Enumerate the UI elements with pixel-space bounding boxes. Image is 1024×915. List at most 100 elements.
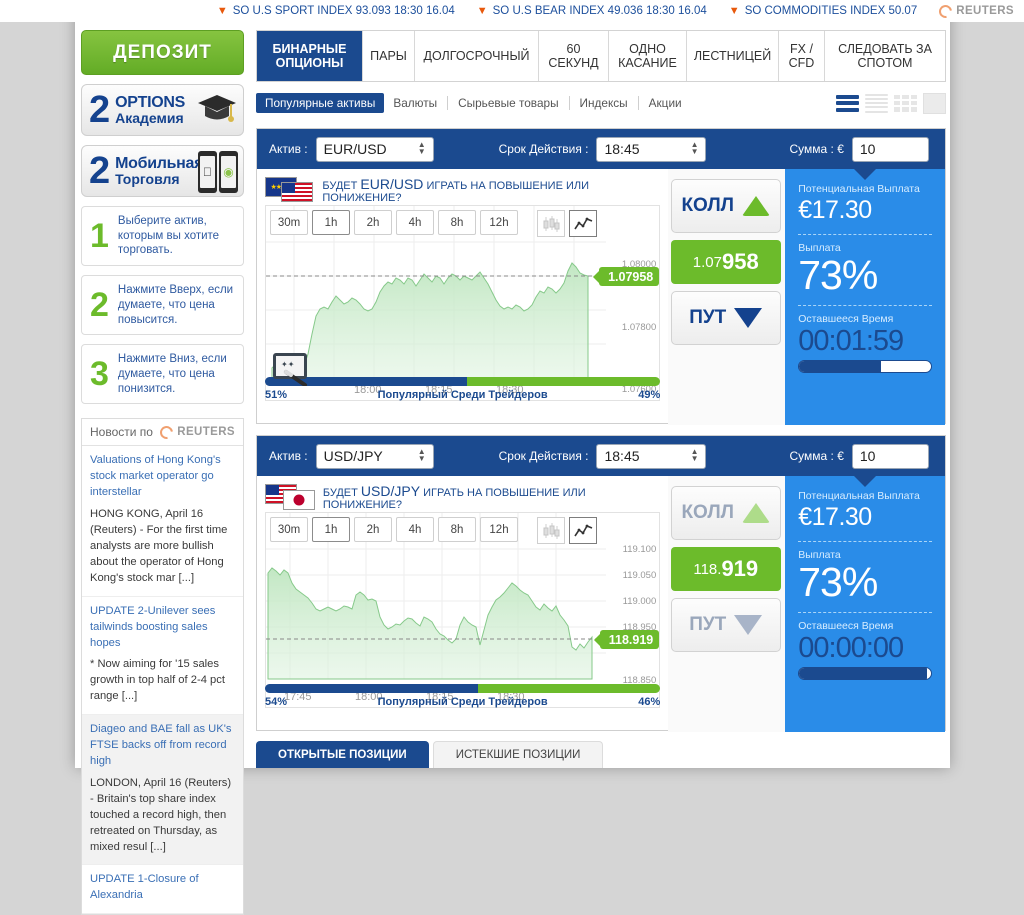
down-arrow-icon: ▼	[216, 4, 228, 17]
timeframe-12h[interactable]: 12h	[480, 517, 518, 542]
deposit-button[interactable]: ДЕПОЗИТ	[81, 30, 244, 75]
flag-pair-us-jp	[265, 484, 316, 510]
y-axis: 1.08000 1.07800 1.07600	[603, 206, 659, 400]
timeframe-1h[interactable]: 1h	[312, 517, 350, 542]
candlestick-chart-icon[interactable]	[537, 517, 566, 544]
put-button[interactable]: ПУТ	[670, 598, 781, 652]
sidebar: ДЕПОЗИТ 2 OPTIONS Академия 2 Мобильная Т…	[75, 30, 250, 915]
timeframe-2h[interactable]: 2h	[354, 210, 392, 235]
timeframe-1h[interactable]: 1h	[312, 210, 350, 235]
price-chart-eurusd[interactable]: 30m 1h 2h 4h 8h 12h	[265, 205, 661, 401]
tab-longterm[interactable]: ДОЛГОСРОЧНЫЙ	[415, 31, 539, 81]
mobile-phones-icon:  ◉	[198, 151, 238, 193]
asset-select[interactable]: EUR/USD ▲ ▼	[315, 136, 434, 162]
question-suffix: ИГРАТЬ НА ПОВЫШЕНИЕ ИЛИ ПОНИЖЕНИЕ?	[322, 180, 589, 204]
promo-mobile-trading[interactable]: 2 Мобильная Торговля  ◉	[81, 145, 244, 197]
tab-ladder[interactable]: ЛЕСТНИЦЕЙ	[687, 31, 779, 81]
tab-open-positions[interactable]: ОТКРЫТЫЕ ПОЗИЦИИ	[256, 741, 429, 768]
candlestick-chart-icon[interactable]	[537, 210, 566, 237]
rows-view-icon[interactable]	[865, 93, 888, 114]
news-item[interactable]: UPDATE 2-Unilever sees tailwinds boostin…	[82, 597, 243, 716]
amount-label: Сумма : €	[789, 142, 844, 156]
subtab-currencies[interactable]: Валюты	[393, 96, 438, 110]
timeframe-30m[interactable]: 30m	[270, 517, 308, 542]
promo-digit: 2	[89, 88, 111, 131]
timeframe-bar: 30m 1h 2h 4h 8h 12h	[270, 210, 518, 235]
line-chart-icon[interactable]	[569, 517, 598, 544]
x-tick: 18:15	[425, 384, 453, 396]
tab-pairs[interactable]: ПАРЫ	[363, 31, 415, 81]
timeframe-30m[interactable]: 30m	[270, 210, 308, 235]
tab-fx-cfd[interactable]: FX / CFD	[779, 31, 825, 81]
question-text: БУДЕТ EUR/USD ИГРАТЬ НА ПОВЫШЕНИЕ ИЛИ ПО…	[322, 176, 660, 204]
price-chart-usdjpy[interactable]: 30m 1h 2h 4h 8h 12h	[265, 512, 661, 708]
chart-zone: ★★★★ БУДЕТ EUR/USD ИГРАТЬ НА ПОВЫШЕНИЕ И…	[257, 169, 668, 425]
payout-panel: Потенциальная Выплата €17.30 Выплата 73%…	[785, 476, 945, 732]
timeframe-2h[interactable]: 2h	[354, 517, 392, 542]
timeframe-bar: 30m 1h 2h 4h 8h 12h	[270, 517, 518, 542]
current-rate-button[interactable]: 1.07 958	[670, 240, 781, 284]
tab-expired-positions[interactable]: ИСТЕКШИЕ ПОЗИЦИИ	[432, 741, 604, 768]
news-link[interactable]: Valuations of Hong Kong's stock market o…	[90, 454, 221, 499]
timeframe-4h[interactable]: 4h	[396, 210, 434, 235]
question-asset: USD/JPY	[360, 483, 421, 499]
down-arrow-icon: ▼	[476, 4, 488, 17]
graduation-cap-icon	[197, 93, 237, 128]
timeframe-12h[interactable]: 12h	[480, 210, 518, 235]
positions-tabs: ОТКРЫТЫЕ ПОЗИЦИИ ИСТЕКШИЕ ПОЗИЦИИ	[256, 741, 604, 768]
reuters-logo: REUTERS	[936, 1, 1014, 21]
list-view-icon[interactable]	[836, 93, 859, 114]
grid-view-icon[interactable]	[894, 93, 917, 114]
amount-input[interactable]: 10	[851, 443, 929, 469]
ticker-item[interactable]: ▼ SO COMMODITIES INDEX 50.07	[729, 5, 917, 17]
tab-binary-options[interactable]: БИНАРНЫЕ ОПЦИОНЫ	[257, 31, 363, 81]
customize-chart-wand-icon[interactable]: ✦✦	[272, 352, 314, 387]
step-text: Нажмите Вверх, если думаете, что цена по…	[117, 284, 234, 326]
call-button[interactable]: КОЛЛ	[670, 486, 781, 540]
trader-sentiment: 54% Популярный Среди Трейдеров 46%	[265, 684, 661, 708]
news-body: * Now aiming for '15 sales growth in top…	[90, 658, 225, 703]
amount-input[interactable]: 10	[851, 136, 929, 162]
ticker-item[interactable]: ▼ SO U.S BEAR INDEX 49.036 18:30 16.04	[477, 5, 707, 17]
subtab-popular-assets[interactable]: Популярные активы	[256, 93, 385, 113]
tab-follow-spot[interactable]: СЛЕДОВАТЬ ЗА СПОТОМ	[838, 41, 932, 70]
card-body: ★★★★ БУДЕТ EUR/USD ИГРАТЬ НА ПОВЫШЕНИЕ И…	[257, 169, 945, 425]
news-link[interactable]: UPDATE 1-Closure of Alexandria	[90, 873, 199, 902]
rate-large: 958	[721, 249, 759, 274]
tab-one-touch[interactable]: ОДНО КАСАНИЕ	[609, 31, 687, 81]
news-link[interactable]: Diageo and BAE fall as UK's FTSE backs o…	[90, 723, 232, 767]
news-item[interactable]: Valuations of Hong Kong's stock market o…	[82, 446, 243, 597]
time-progress-fill	[799, 668, 928, 680]
subtab-stocks[interactable]: Акции	[648, 96, 682, 110]
single-view-icon[interactable]	[923, 92, 946, 114]
flag-pair-eu-us: ★★★★	[265, 177, 315, 203]
chevron-updown-icon: ▲ ▼	[417, 447, 426, 463]
ticker-item[interactable]: ▼ SO U.S SPORT INDEX 93.093 18:30 16.04	[217, 5, 455, 17]
put-button[interactable]: ПУТ	[670, 291, 781, 345]
expiry-select[interactable]: 18:45 ▲ ▼	[596, 136, 707, 162]
trade-buttons-column: КОЛЛ 118. 919 ПУТ	[668, 476, 786, 732]
current-rate-button[interactable]: 118. 919	[670, 547, 781, 591]
card-header: Актив : USD/JPY ▲ ▼ Срок Действия : 18:45…	[257, 436, 945, 476]
subtab-indices[interactable]: Индексы	[579, 96, 628, 110]
asset-select[interactable]: USD/JPY ▲ ▼	[315, 443, 434, 469]
x-tick: 18:00	[354, 384, 382, 396]
news-item[interactable]: UPDATE 1-Closure of Alexandria	[82, 865, 243, 915]
step-item: 2 Нажмите Вверх, если думаете, что цена …	[81, 275, 244, 336]
subtab-commodities[interactable]: Сырьевые товары	[458, 96, 559, 110]
timeframe-8h[interactable]: 8h	[438, 517, 476, 542]
chart-plot-area	[266, 206, 606, 379]
line-chart-icon[interactable]	[569, 210, 598, 237]
news-link[interactable]: UPDATE 2-Unilever sees tailwinds boostin…	[90, 604, 216, 649]
tab-60-seconds[interactable]: 60 СЕКУНД	[539, 31, 609, 81]
news-header: Новости по REUTERS	[82, 419, 243, 447]
promo-academy[interactable]: 2 OPTIONS Академия	[81, 84, 244, 136]
potential-payout-label: Потенциальная Выплата	[798, 183, 920, 195]
call-button[interactable]: КОЛЛ	[670, 179, 781, 233]
timeframe-4h[interactable]: 4h	[396, 517, 434, 542]
timeframe-8h[interactable]: 8h	[438, 210, 476, 235]
reuters-wordmark: REUTERS	[177, 426, 235, 439]
asset-category-nav: Популярные активы Валюты Сырьевые товары…	[256, 92, 946, 114]
expiry-select[interactable]: 18:45 ▲ ▼	[596, 443, 707, 469]
news-item[interactable]: Diageo and BAE fall as UK's FTSE backs o…	[82, 715, 243, 866]
